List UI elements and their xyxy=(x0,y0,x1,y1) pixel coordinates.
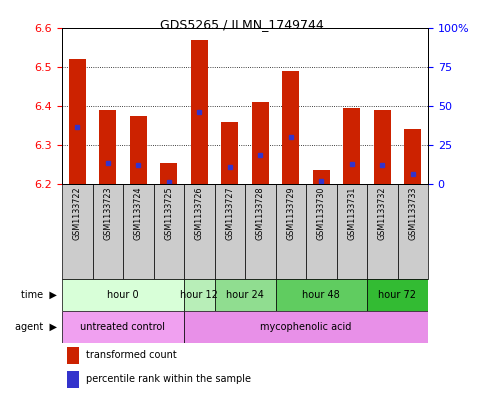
Text: mycophenolic acid: mycophenolic acid xyxy=(260,322,352,332)
FancyBboxPatch shape xyxy=(275,184,306,279)
Text: GSM1133725: GSM1133725 xyxy=(164,187,173,241)
Bar xyxy=(191,40,208,184)
Bar xyxy=(221,121,238,184)
Text: time  ▶: time ▶ xyxy=(21,290,57,300)
FancyBboxPatch shape xyxy=(367,184,398,279)
Bar xyxy=(404,129,421,184)
FancyBboxPatch shape xyxy=(306,184,337,279)
Text: GSM1133728: GSM1133728 xyxy=(256,187,265,241)
FancyBboxPatch shape xyxy=(154,184,184,279)
FancyBboxPatch shape xyxy=(123,184,154,279)
Text: GSM1133730: GSM1133730 xyxy=(317,187,326,240)
FancyBboxPatch shape xyxy=(184,311,428,343)
FancyBboxPatch shape xyxy=(62,311,184,343)
FancyBboxPatch shape xyxy=(214,184,245,279)
Bar xyxy=(313,170,329,184)
Text: GSM1133726: GSM1133726 xyxy=(195,187,204,241)
FancyBboxPatch shape xyxy=(367,279,428,311)
Text: GSM1133722: GSM1133722 xyxy=(73,187,82,241)
Bar xyxy=(343,108,360,184)
Text: hour 72: hour 72 xyxy=(379,290,416,300)
Text: GSM1133732: GSM1133732 xyxy=(378,187,387,241)
Text: hour 48: hour 48 xyxy=(302,290,340,300)
FancyBboxPatch shape xyxy=(337,184,367,279)
FancyBboxPatch shape xyxy=(62,279,184,311)
Text: GSM1133724: GSM1133724 xyxy=(134,187,143,241)
Text: hour 12: hour 12 xyxy=(180,290,218,300)
Bar xyxy=(160,163,177,184)
Text: GSM1133733: GSM1133733 xyxy=(408,187,417,240)
Text: transformed count: transformed count xyxy=(86,351,177,360)
Text: GSM1133729: GSM1133729 xyxy=(286,187,295,241)
Text: GSM1133727: GSM1133727 xyxy=(225,187,234,241)
Text: untreated control: untreated control xyxy=(81,322,166,332)
Bar xyxy=(283,71,299,184)
FancyBboxPatch shape xyxy=(62,184,93,279)
FancyBboxPatch shape xyxy=(245,184,275,279)
Bar xyxy=(67,347,79,364)
FancyBboxPatch shape xyxy=(93,184,123,279)
Text: GDS5265 / ILMN_1749744: GDS5265 / ILMN_1749744 xyxy=(159,18,324,31)
FancyBboxPatch shape xyxy=(184,279,214,311)
Bar xyxy=(374,110,391,184)
Text: percentile rank within the sample: percentile rank within the sample xyxy=(86,375,251,384)
Bar xyxy=(252,102,269,184)
FancyBboxPatch shape xyxy=(275,279,367,311)
Bar xyxy=(130,116,147,184)
Text: GSM1133731: GSM1133731 xyxy=(347,187,356,240)
FancyBboxPatch shape xyxy=(398,184,428,279)
Text: hour 0: hour 0 xyxy=(107,290,139,300)
Bar xyxy=(99,110,116,184)
Text: GSM1133723: GSM1133723 xyxy=(103,187,112,241)
Bar xyxy=(67,371,79,388)
Bar xyxy=(69,59,85,184)
Text: agent  ▶: agent ▶ xyxy=(15,322,57,332)
Text: hour 24: hour 24 xyxy=(226,290,264,300)
FancyBboxPatch shape xyxy=(214,279,275,311)
FancyBboxPatch shape xyxy=(184,184,214,279)
